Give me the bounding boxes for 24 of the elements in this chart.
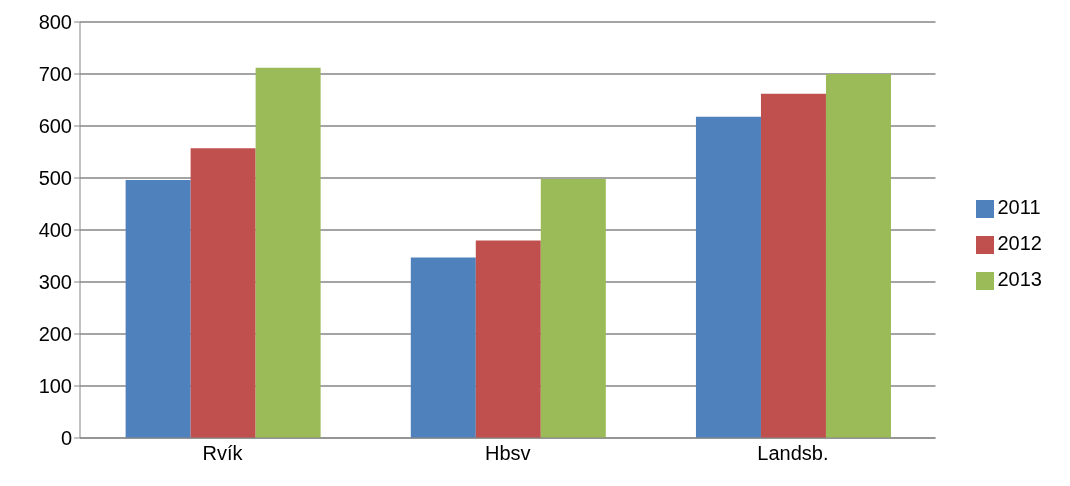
y-tick-label: 400	[38, 219, 72, 242]
bar	[190, 148, 256, 438]
y-tick-label: 200	[38, 323, 72, 346]
bar	[825, 74, 891, 438]
x-tick-label: Hbsv	[484, 442, 531, 465]
y-tick-label: 300	[38, 271, 72, 294]
y-tick-label: 100	[38, 375, 72, 398]
bar	[695, 116, 761, 438]
bar	[125, 180, 191, 438]
x-tick-label: Rvík	[202, 442, 244, 465]
legend-label: 2012	[997, 232, 1042, 254]
y-tick-label: 0	[60, 427, 72, 450]
y-tick-label: 500	[38, 167, 72, 190]
legend-label: 2011	[997, 196, 1041, 218]
bar	[255, 67, 321, 438]
bar	[410, 257, 476, 438]
bar	[760, 93, 826, 438]
y-tick-label: 700	[38, 63, 72, 86]
y-tick-label: 600	[38, 115, 72, 138]
y-tick-label: 800	[38, 11, 72, 34]
legend-label: 2013	[997, 268, 1042, 290]
bar	[540, 179, 606, 438]
x-tick-label: Landsb.	[757, 442, 829, 465]
bar	[475, 240, 541, 438]
